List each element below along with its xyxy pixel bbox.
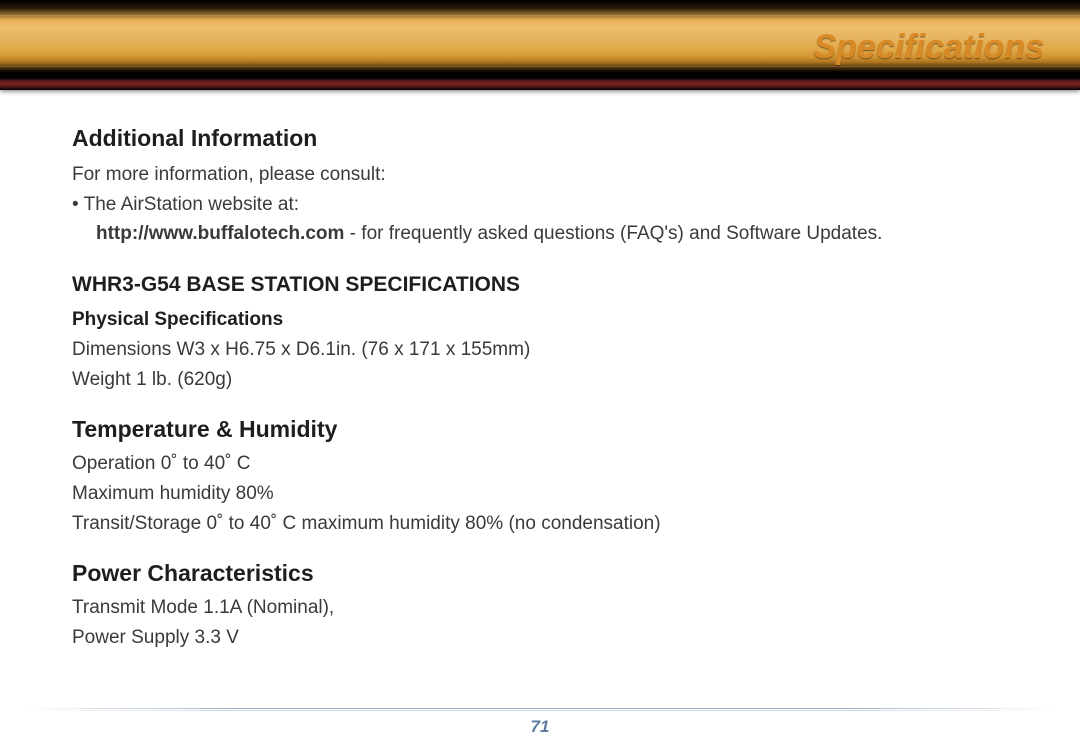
spec-weight: Weight 1 lb. (620g) bbox=[72, 366, 1016, 394]
spec-temp-storage: Transit/Storage 0˚ to 40˚ C maximum humi… bbox=[72, 510, 1016, 538]
buffalo-url-tail: - for frequently asked questions (FAQ's)… bbox=[344, 223, 882, 244]
buffalo-url: http://www.buffalotech.com bbox=[96, 223, 344, 244]
heading-temperature-humidity: Temperature & Humidity bbox=[72, 413, 1016, 446]
heading-model-specs: WHR3-G54 BASE STATION SPECIFICATIONS bbox=[72, 270, 1016, 300]
additional-info-url-line: http://www.buffalotech.com - for frequen… bbox=[72, 220, 1016, 248]
footer: 71 bbox=[0, 705, 1080, 737]
spec-humidity: Maximum humidity 80% bbox=[72, 480, 1016, 508]
additional-info-bullet: The AirStation website at: bbox=[72, 191, 1016, 219]
page-title: Specifications bbox=[813, 28, 1044, 67]
manual-page: Specifications Additional Information Fo… bbox=[0, 0, 1080, 747]
spec-power-transmit: Transmit Mode 1.1A (Nominal), bbox=[72, 594, 1016, 622]
content-area: Additional Information For more informat… bbox=[0, 90, 1080, 747]
heading-physical-specs: Physical Specifications bbox=[72, 306, 1016, 334]
additional-info-intro: For more information, please consult: bbox=[72, 161, 1016, 189]
spec-power-supply: Power Supply 3.3 V bbox=[72, 624, 1016, 652]
banner: Specifications bbox=[0, 0, 1080, 90]
spec-temp-operation: Operation 0˚ to 40˚ C bbox=[72, 450, 1016, 478]
heading-power-characteristics: Power Characteristics bbox=[72, 557, 1016, 590]
heading-additional-information: Additional Information bbox=[72, 122, 1016, 155]
page-number: 71 bbox=[0, 717, 1080, 737]
footer-rule bbox=[22, 705, 1058, 715]
spec-dimensions: Dimensions W3 x H6.75 x D6.1in. (76 x 17… bbox=[72, 336, 1016, 364]
banner-highlight bbox=[0, 15, 1080, 16]
banner-divider bbox=[0, 72, 1080, 78]
